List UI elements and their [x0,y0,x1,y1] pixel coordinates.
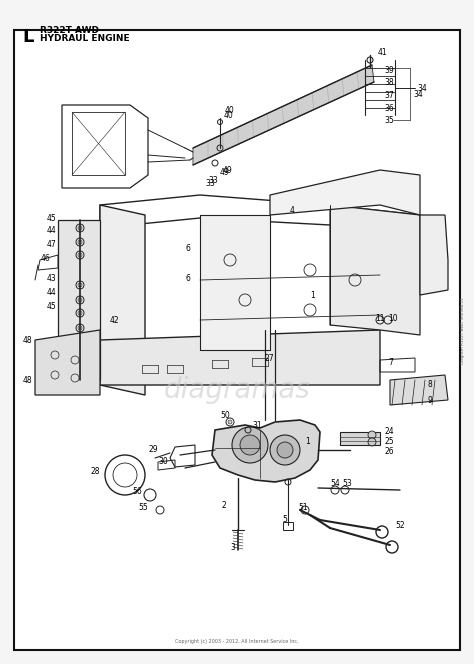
Text: 42: 42 [110,315,119,325]
Text: 49: 49 [223,165,233,175]
Text: R322T AWD: R322T AWD [40,26,99,35]
Circle shape [270,435,300,465]
Text: 48: 48 [22,376,32,384]
Polygon shape [100,205,145,395]
Text: 6: 6 [185,244,190,252]
Text: 56: 56 [132,487,142,497]
Text: 41: 41 [378,48,388,56]
Text: L: L [22,28,33,46]
Text: 31: 31 [252,420,262,430]
Circle shape [78,283,82,287]
Text: 46: 46 [40,254,50,262]
Text: 25: 25 [385,438,395,446]
Text: 34: 34 [417,84,427,92]
Circle shape [78,298,82,302]
Text: 7: 7 [388,357,393,367]
Text: 27: 27 [265,353,274,363]
Text: 8: 8 [428,380,433,388]
Text: 1: 1 [310,291,315,299]
Text: 30: 30 [158,457,168,467]
Circle shape [240,435,260,455]
Text: 5: 5 [282,515,287,525]
Polygon shape [100,330,380,385]
Text: 50: 50 [220,410,230,420]
Text: 2: 2 [222,501,227,509]
Text: 44: 44 [46,288,56,297]
Circle shape [277,442,293,458]
Text: 43: 43 [46,274,56,282]
Text: 40: 40 [225,106,235,114]
Text: Diagram R322T AWD 966988-01: Diagram R322T AWD 966988-01 [461,297,465,363]
Text: 49: 49 [220,167,230,177]
Text: 34: 34 [413,90,423,98]
Circle shape [78,240,82,244]
Text: 53: 53 [342,479,352,487]
Text: 54: 54 [330,479,340,487]
Text: 48: 48 [22,335,32,345]
Polygon shape [212,420,320,482]
Text: 24: 24 [385,428,395,436]
Text: 4: 4 [290,205,295,214]
Polygon shape [35,330,100,395]
Text: 38: 38 [384,78,393,86]
Circle shape [78,326,82,330]
Polygon shape [270,170,420,215]
Text: 33: 33 [208,175,218,185]
Text: 40: 40 [224,110,234,120]
Text: 11: 11 [375,313,384,323]
Polygon shape [340,432,380,445]
Text: 39: 39 [384,66,394,74]
Text: 6: 6 [185,274,190,282]
Text: 55: 55 [138,503,148,513]
Polygon shape [200,215,270,350]
Text: 1: 1 [305,438,310,446]
Polygon shape [330,205,420,335]
Text: 3: 3 [230,544,235,552]
Text: 44: 44 [46,226,56,234]
Text: 37: 37 [384,90,394,100]
Text: 52: 52 [395,521,405,529]
Circle shape [232,427,268,463]
Circle shape [228,420,232,424]
Text: 28: 28 [91,467,100,477]
Text: 9: 9 [428,396,433,404]
Text: HYDRAUL ENGINE: HYDRAUL ENGINE [40,34,129,43]
Text: 29: 29 [148,446,158,454]
Text: 26: 26 [385,448,395,457]
Circle shape [368,431,376,439]
Text: 45: 45 [46,301,56,311]
Polygon shape [420,215,448,295]
Text: 47: 47 [46,240,56,248]
Text: 36: 36 [384,104,394,112]
Polygon shape [193,65,374,165]
Circle shape [78,311,82,315]
Circle shape [368,438,376,446]
Polygon shape [58,220,100,380]
Text: 10: 10 [388,313,398,323]
Text: 35: 35 [384,116,394,125]
Polygon shape [390,375,448,405]
Text: 45: 45 [46,214,56,222]
Text: 51: 51 [298,503,308,513]
Text: 33: 33 [205,179,215,187]
Text: diagramas: diagramas [164,376,310,404]
Circle shape [78,253,82,257]
Circle shape [78,226,82,230]
Text: Copyright (c) 2003 - 2012, All Internet Service Inc.: Copyright (c) 2003 - 2012, All Internet … [175,639,299,645]
